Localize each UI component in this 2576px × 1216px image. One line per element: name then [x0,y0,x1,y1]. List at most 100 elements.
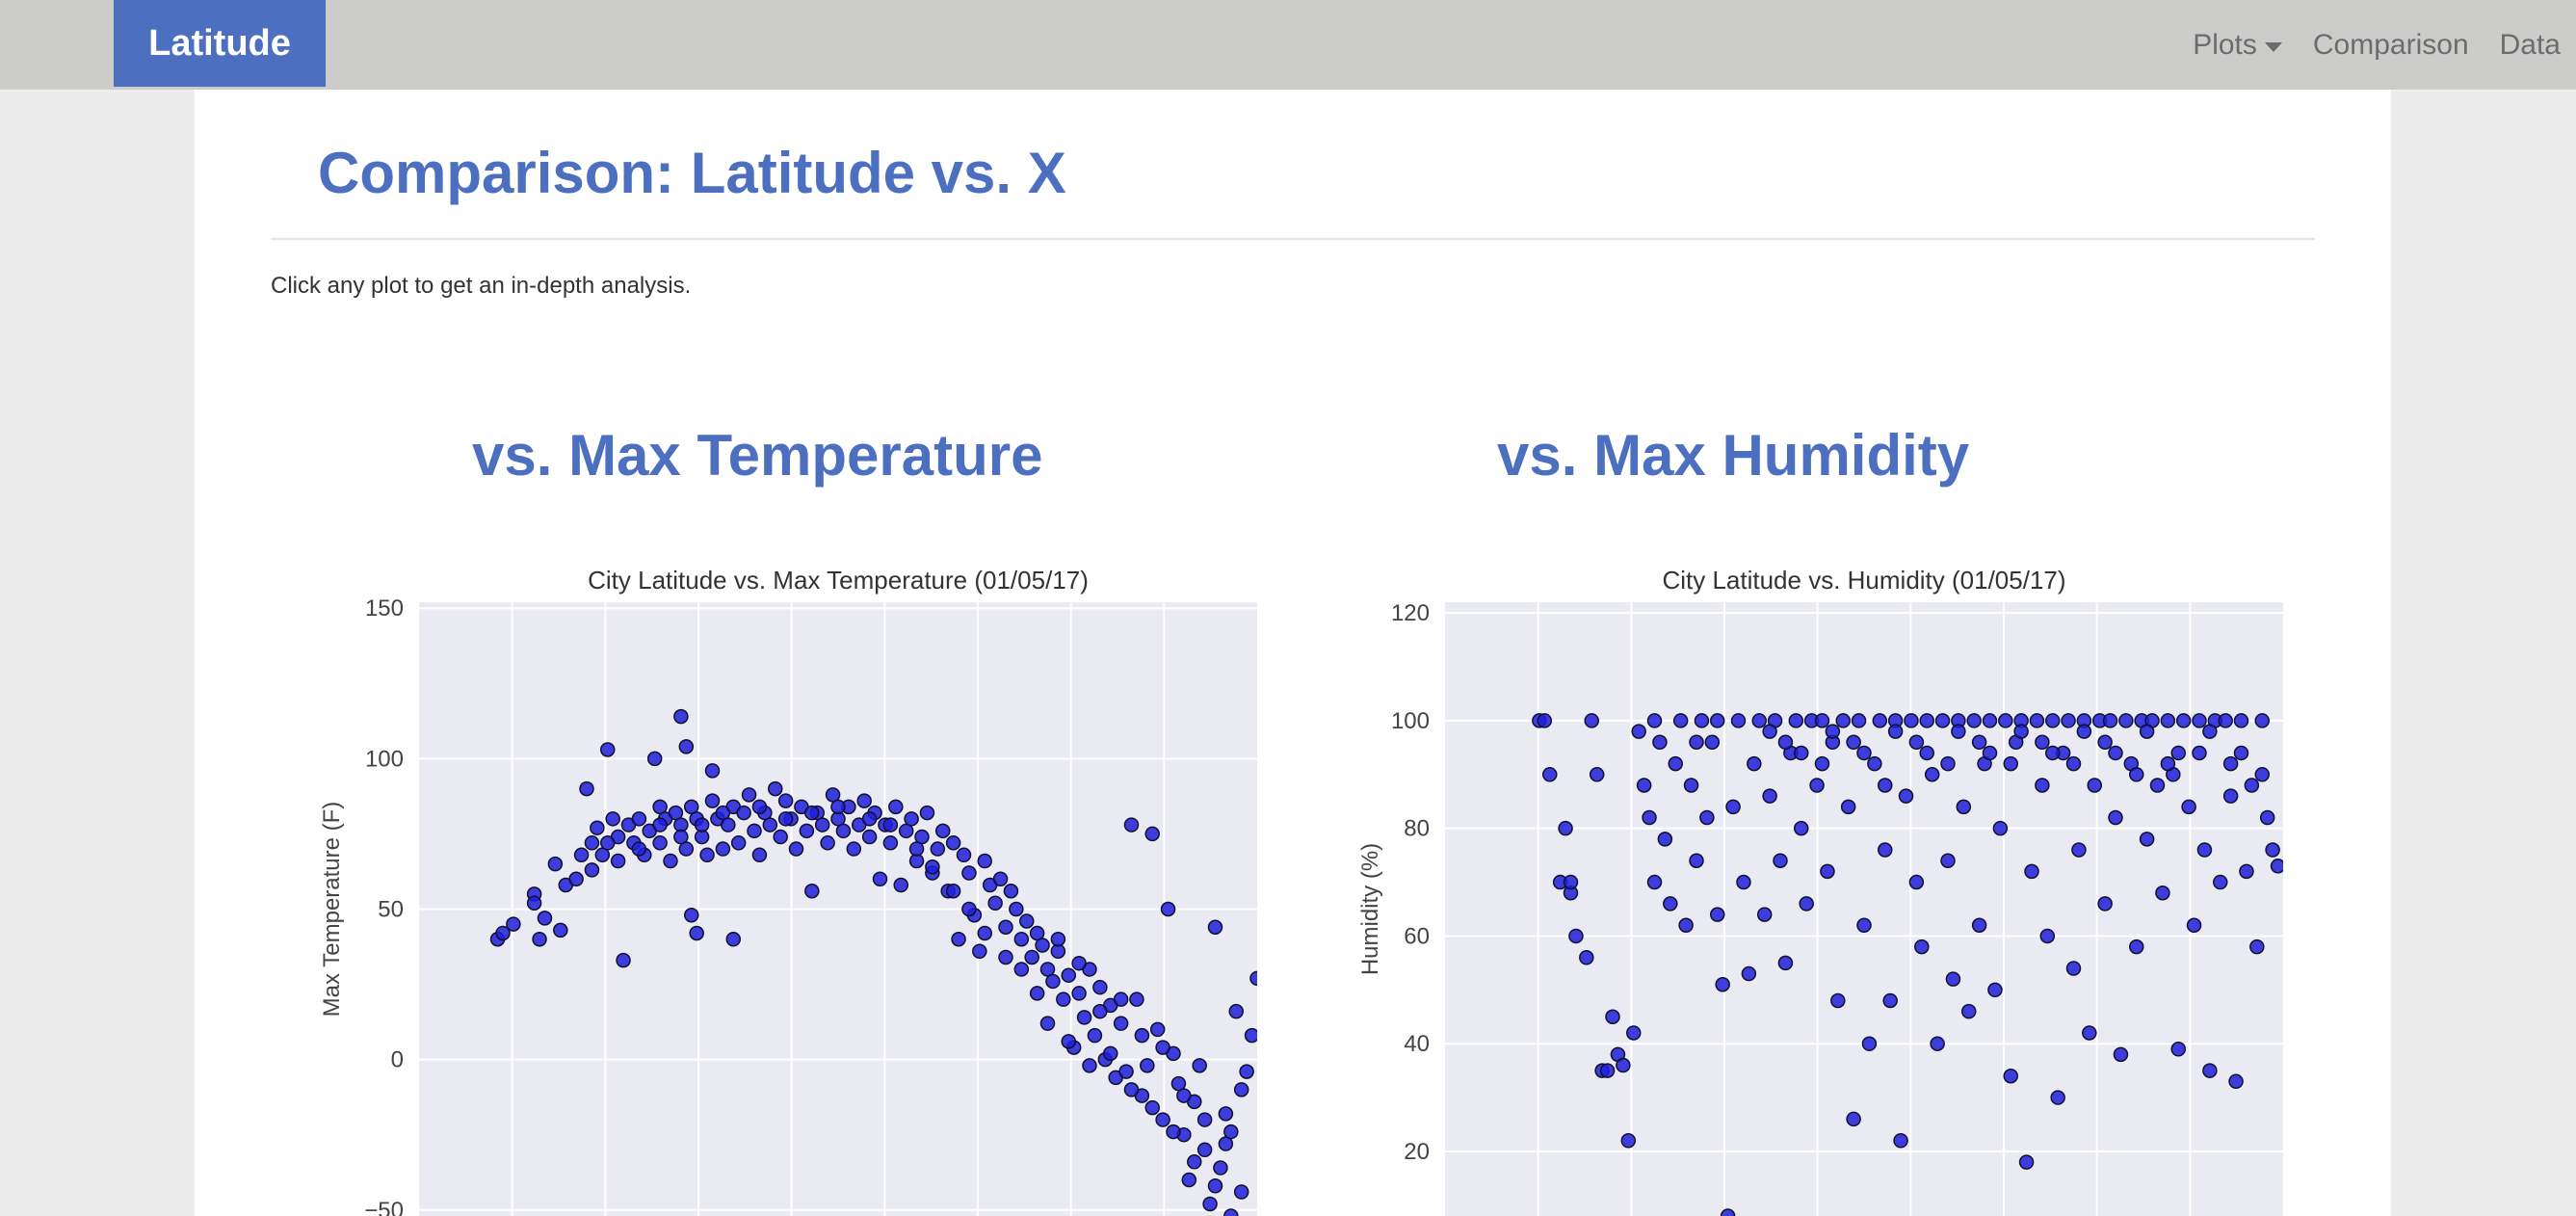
scatter-point [2097,896,2113,912]
scatter-point [2082,1025,2097,1041]
scatter-point [1956,799,1972,815]
max-temperature-plot[interactable]: 150 100 50 0 −50 City Latitude vs. Max Temper… [308,540,1272,1216]
scatter-point [605,811,620,827]
scatter-point [1652,734,1668,751]
max-temperature-heading: vs. Max Temperature [472,423,1043,488]
scatter-point [2097,734,2113,751]
data-link[interactable]: Data [2499,28,2561,61]
scatter-point [1756,907,1773,922]
scatter-point [1144,826,1160,842]
scatter-point [2029,713,2045,728]
nav-links: Plots Comparison Data [2177,0,2576,90]
scatter-point [1113,1016,1129,1031]
scatter-point [2155,885,2170,901]
scatter-point [2192,713,2207,728]
scatter-point [1904,713,1919,728]
scatter-point [1657,832,1673,847]
scatter-point [747,823,762,839]
scatter-point [1166,1123,1181,1140]
scatter-point [777,811,794,827]
scatter-point [579,780,594,797]
scatter-point [2035,778,2050,793]
scatter-point [1013,931,1030,947]
scatter-point [1799,896,1814,912]
scatter-point [547,856,564,872]
scatter-point [1589,767,1605,782]
scatter-point [2045,745,2061,761]
scatter-point [652,817,668,833]
scatter-point [2239,863,2254,880]
scatter-point [1149,1021,1166,1038]
scatter-point [2196,842,2213,858]
scatter-point [1631,724,1646,739]
comparison-link[interactable]: Comparison [2312,28,2469,61]
scatter-point [935,823,951,839]
scatter-point [715,805,731,821]
scatter-point [2233,713,2249,728]
scatter-point [2170,1042,2186,1057]
plots-dropdown[interactable]: Plots [2177,0,2298,90]
page-title: Comparison: Latitude vs. X [318,141,1066,205]
scatter-point [1144,1099,1160,1116]
scatter-point [1919,713,1934,728]
scatter-point [2265,842,2280,858]
scatter-point [777,793,794,808]
scatter-point [1537,713,1553,728]
scatter-point [1741,965,1757,982]
scatter-point [2065,755,2082,772]
scatter-point [1777,955,1794,971]
scatter-point [1542,767,1558,782]
scatter-point [919,805,935,821]
scatter-point [646,751,663,767]
scatter-point [506,916,521,932]
scatter-point [2228,1073,2244,1090]
scatter-point [725,931,741,947]
scatter-point [1867,755,1882,772]
scatter-point [888,799,904,815]
scatter-point [1672,713,1689,728]
scatter-point [2003,1068,2018,1084]
scatter-point [1123,1082,1140,1097]
scatter-point [2218,713,2233,728]
scatter-point [678,739,695,754]
scatter-point [1118,1064,1134,1079]
scatter-point [1050,931,1066,947]
scatter-point [1747,755,1762,772]
scatter-point [904,811,919,827]
scatter-point [1223,1208,1239,1216]
scatter-point [1218,1106,1234,1122]
scatter-point [2129,938,2144,955]
scatter-point [1202,1196,1218,1212]
scatter-point [584,862,600,878]
scatter-point [1982,745,1998,761]
scatter-point [1035,938,1050,953]
scatter-point [799,823,815,839]
scatter-point [2233,745,2249,761]
chart-title: City Latitude vs. Humidity (01/05/17) [1662,566,2065,595]
scatter-point [977,853,992,869]
y-tick-label: 60 [1404,923,1430,949]
scatter-point [861,829,878,845]
scatter-point [2102,713,2118,728]
scatter-point [1773,853,1788,868]
scatter-point [2139,724,2155,739]
scatter-point [1045,973,1061,990]
scatter-point [1961,1003,1977,1019]
scatter-point [1809,778,1825,793]
scatter-point [1155,1112,1170,1127]
scatter-point [1646,874,1663,890]
plots-dropdown-label: Plots [2193,28,2257,61]
scatter-point [1887,724,1904,739]
scatter-point [1694,713,1710,728]
humidity-plot[interactable]: 120 100 80 60 40 20 City Latitude vs. Humidity… [1349,540,2322,1216]
scatter-point [1788,713,1804,728]
scatter-point [600,742,616,757]
scatter-point [1646,713,1663,728]
scatter-point [998,949,1013,965]
brand-link[interactable]: Latitude [114,0,326,87]
y-axis-label: Humidity (%) [1357,843,1383,975]
scatter-point [830,799,846,815]
scatter-point [1872,713,1888,728]
scatter-point [1678,917,1694,934]
scatter-point [1103,1045,1118,1062]
